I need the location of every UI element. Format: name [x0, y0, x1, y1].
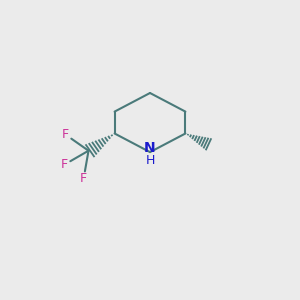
- Text: F: F: [80, 172, 87, 185]
- Text: F: F: [61, 128, 69, 141]
- Text: N: N: [144, 142, 156, 155]
- Text: H: H: [145, 154, 155, 167]
- Text: F: F: [60, 158, 68, 172]
